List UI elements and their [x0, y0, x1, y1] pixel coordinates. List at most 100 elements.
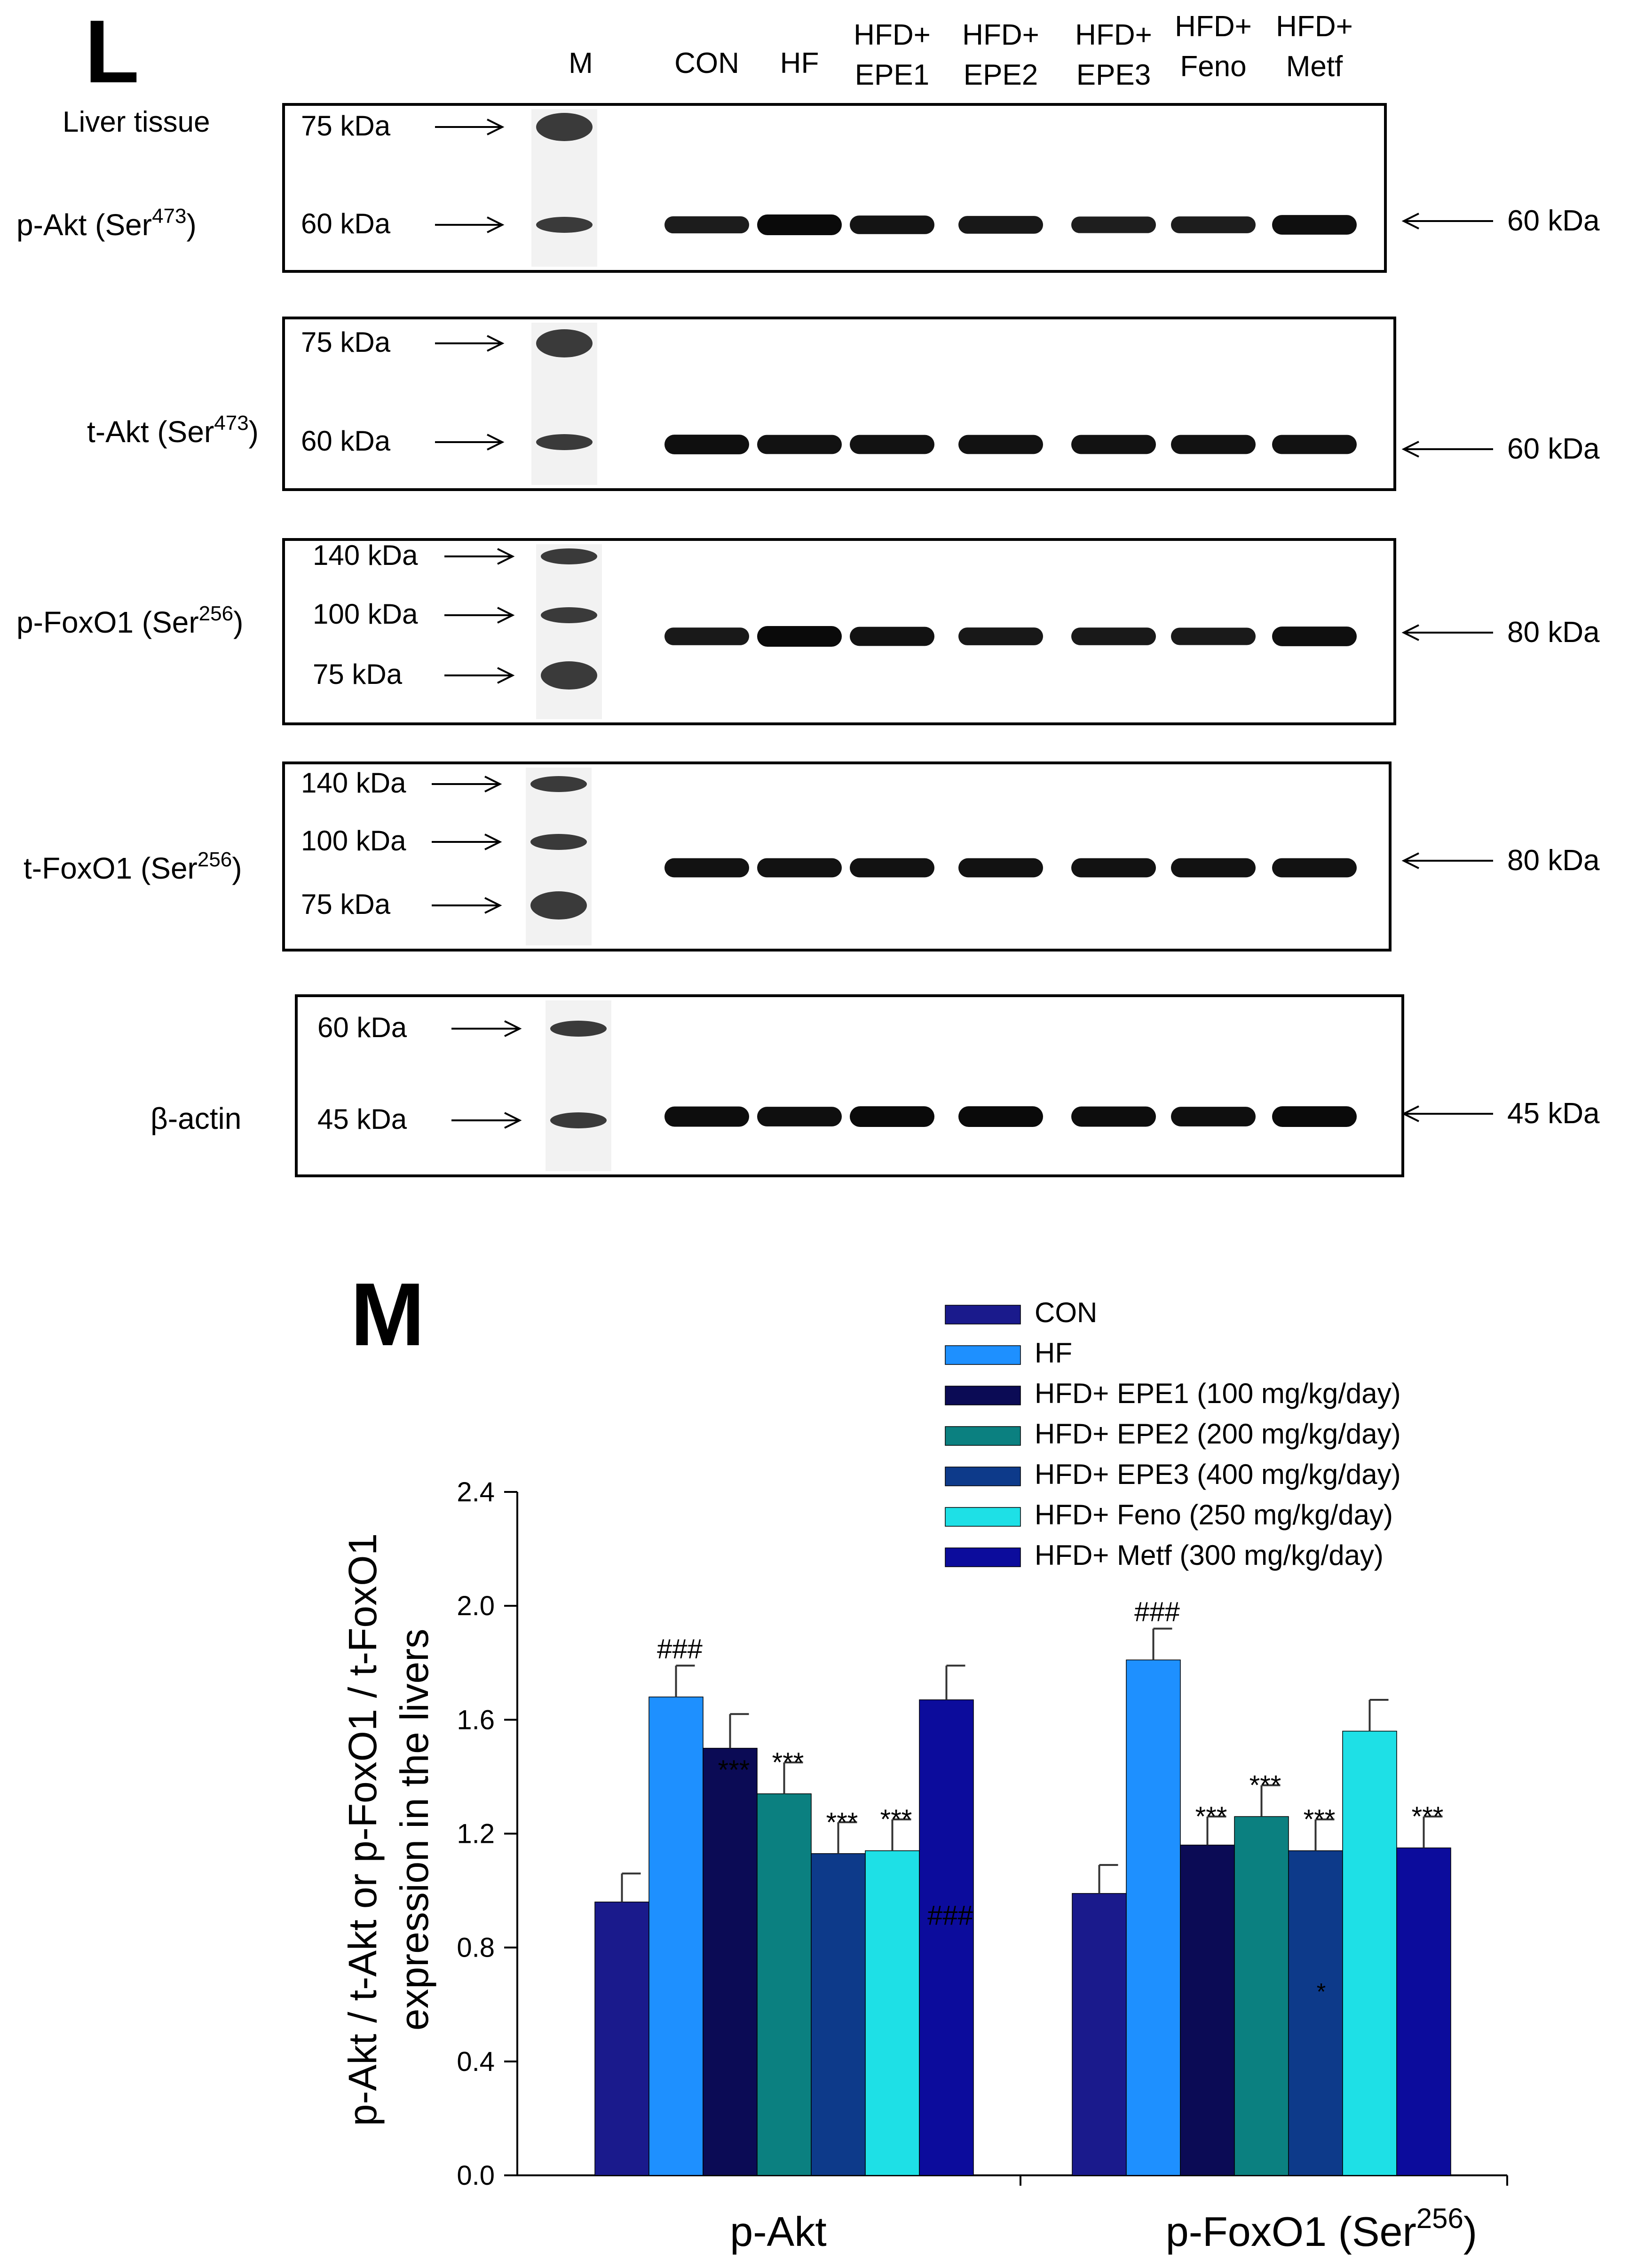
- sample-band: [1171, 216, 1256, 233]
- sample-band: [664, 627, 749, 645]
- marker-label: 60 kDa: [301, 208, 391, 239]
- sample-band: [757, 858, 842, 878]
- marker-label: 75 kDa: [313, 658, 403, 690]
- x-category-text: p-FoxO1 (Ser: [1166, 2208, 1416, 2255]
- sample-band: [664, 216, 749, 234]
- bar: [919, 1699, 974, 2176]
- sample-band: [850, 215, 934, 234]
- significance-marker: ***: [880, 1804, 912, 1835]
- bar: [1342, 1730, 1397, 2176]
- legend-label: HFD+ EPE1 (100 mg/kg/day): [1035, 1378, 1401, 1409]
- arrow-head: [497, 607, 515, 624]
- x-category-end: ): [1463, 2208, 1477, 2255]
- marker-band: [530, 834, 587, 850]
- x-category-label: p-Akt: [730, 2208, 826, 2255]
- sample-band: [1171, 435, 1256, 454]
- sample-band: [1272, 626, 1357, 646]
- blot-label: β-actin: [150, 1102, 241, 1135]
- sample-band: [757, 1107, 842, 1126]
- sample-band: [1272, 435, 1357, 454]
- lane-headers: M CON HF HFD+ EPE1 HFD+ EPE2 HFD+ EPE3 HFD+ Feno HF…: [569, 10, 1353, 91]
- significance-marker: ***: [1195, 1801, 1227, 1832]
- lane-label: HFD+: [1175, 10, 1252, 43]
- sample-band: [1071, 435, 1156, 454]
- bar-chart: 0.0 0.4 0.8 1.2 1.6 2.0 2.4 p-Akt / t-Akt or p-…: [340, 1297, 1508, 2255]
- arrow-head: [1401, 213, 1419, 230]
- marker-arrow: [444, 548, 515, 565]
- legend-label: HF: [1035, 1337, 1072, 1369]
- lane-label: HFD+: [854, 19, 931, 51]
- bar: [1234, 1816, 1289, 2176]
- sample-band: [1071, 627, 1156, 645]
- target-arrow: [1401, 441, 1493, 458]
- marker-band: [550, 1112, 607, 1128]
- bar: [1072, 1893, 1127, 2176]
- arrow-head: [484, 897, 502, 914]
- blot-label: t-Akt (Ser473): [87, 412, 259, 449]
- blot-beta-actin: 60 kDa 45 kDa β-actin 45 kDa: [150, 994, 1600, 1177]
- blot-label-end: ): [186, 208, 196, 242]
- marker-band: [541, 661, 597, 690]
- marker-band: [536, 329, 593, 357]
- legend-swatch: [945, 1345, 1021, 1365]
- sample-band: [850, 435, 934, 454]
- bar: [757, 1793, 812, 2176]
- marker-arrow: [432, 897, 502, 914]
- sample-band: [958, 627, 1043, 645]
- x-category-sup: 256: [1416, 2203, 1463, 2234]
- target-arrow: [1401, 852, 1493, 869]
- arrow-head: [1401, 852, 1419, 869]
- marker-band: [530, 776, 587, 792]
- sample-band: [1171, 858, 1256, 878]
- legend-swatch: [945, 1305, 1021, 1324]
- marker-arrow: [444, 607, 515, 624]
- legend-swatch: [945, 1507, 1021, 1527]
- arrow-head: [487, 335, 505, 352]
- significance-marker: ###: [1134, 1597, 1180, 1627]
- blot-frame: [282, 103, 1387, 273]
- bar: [865, 1850, 920, 2176]
- sample-band: [757, 435, 842, 454]
- blot-frame: [282, 317, 1396, 491]
- bar: [703, 1748, 758, 2176]
- blot-p-Akt: 75 kDa 60 kDa p-Akt (Ser473) 60 kDa: [16, 103, 1600, 273]
- significance-marker: ***: [1412, 1801, 1444, 1832]
- legend-swatch: [945, 1467, 1021, 1486]
- target-kda-label: 45 kDa: [1507, 1097, 1600, 1130]
- significance-marker: ***: [1304, 1804, 1336, 1835]
- sample-band: [850, 626, 934, 646]
- legend-label: HFD+ Metf (300 mg/kg/day): [1035, 1539, 1384, 1571]
- significance-marker: ***: [718, 1755, 750, 1785]
- marker-band: [541, 607, 597, 623]
- blot-label-end: ): [249, 415, 259, 449]
- blot-label-sup: 473: [152, 205, 186, 228]
- blot-label: p-Akt (Ser473): [16, 205, 197, 242]
- y-tick-label: 0.0: [457, 2160, 495, 2191]
- lane-label: EPE2: [964, 59, 1038, 91]
- lane-label: EPE1: [855, 59, 930, 91]
- marker-arrow: [451, 1020, 522, 1037]
- marker-band: [536, 217, 593, 233]
- marker-lane: [536, 544, 602, 719]
- x-category-label: p-FoxO1 (Ser256): [1166, 2203, 1477, 2255]
- y-tick-label: 2.4: [457, 1477, 495, 1507]
- lane-label: HFD+: [1075, 19, 1152, 51]
- marker-label: 75 kDa: [301, 888, 391, 920]
- blot-frame: [295, 994, 1404, 1177]
- blot-frame: [282, 761, 1392, 952]
- lane-label: Metf: [1286, 50, 1343, 83]
- marker-arrow: [435, 335, 505, 352]
- arrow-head: [1401, 441, 1419, 458]
- lane-label: HFD+: [1276, 10, 1353, 43]
- marker-label: 75 kDa: [301, 326, 391, 358]
- blot-label-sup: 473: [214, 412, 248, 435]
- blot-label: t-FoxO1 (Ser256): [24, 848, 242, 885]
- marker-label: 75 kDa: [301, 110, 391, 142]
- marker-band: [550, 1021, 607, 1037]
- blot-t-FoxO1: 140 kDa 100 kDa 75 kDa t-FoxO1 (Ser256) 80 k…: [24, 761, 1600, 952]
- bar: [1126, 1659, 1181, 2176]
- marker-label: 140 kDa: [313, 539, 418, 571]
- marker-arrow: [451, 1112, 522, 1129]
